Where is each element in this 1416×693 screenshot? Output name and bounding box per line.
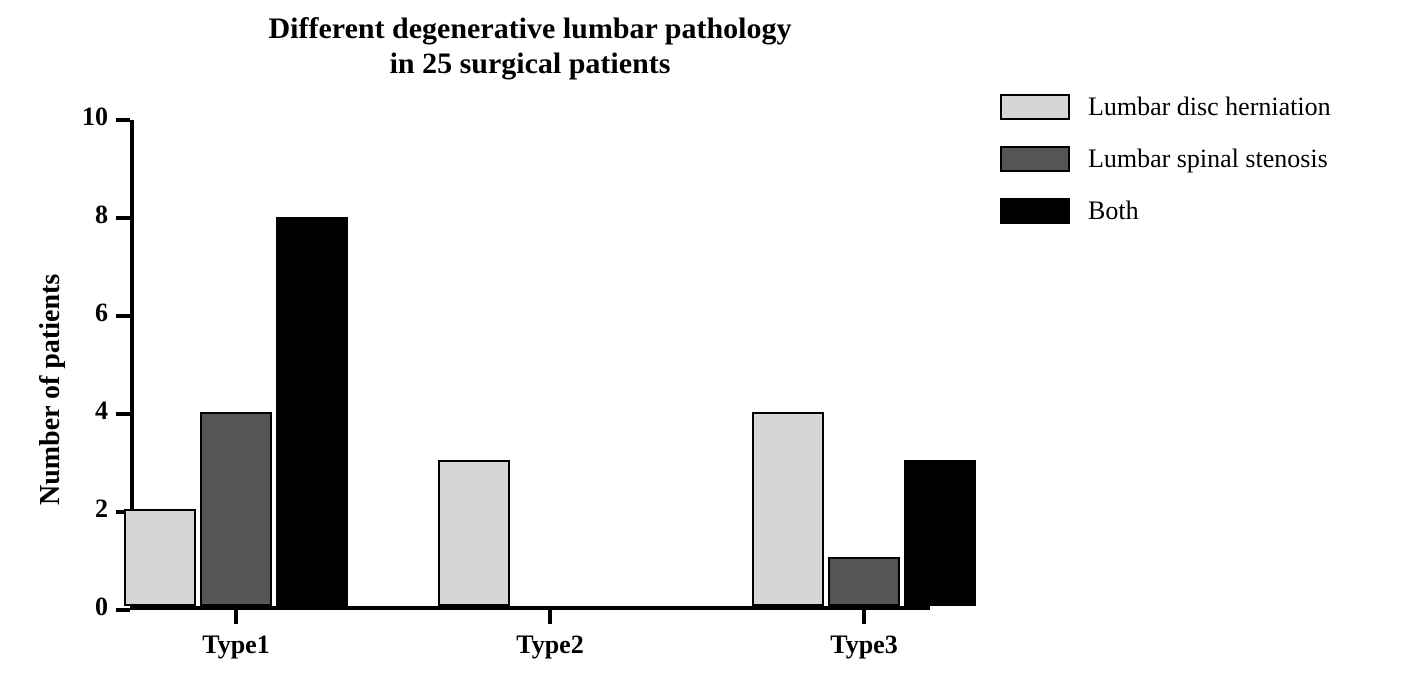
y-tick <box>116 608 130 612</box>
legend-swatch <box>1000 146 1070 172</box>
x-tick <box>548 610 552 624</box>
y-tick <box>116 216 130 220</box>
x-tick-label: Type1 <box>176 630 296 660</box>
chart-container: Different degenerative lumbar pathology … <box>0 0 1416 693</box>
legend-row: Lumbar disc herniation <box>1000 92 1331 122</box>
chart-title-line2: in 25 surgical patients <box>100 47 960 82</box>
y-tick <box>116 412 130 416</box>
legend-row: Lumbar spinal stenosis <box>1000 144 1331 174</box>
x-tick-label: Type2 <box>490 630 610 660</box>
bar <box>124 509 196 606</box>
x-tick <box>234 610 238 624</box>
legend-swatch <box>1000 198 1070 224</box>
chart-title-line1: Different degenerative lumbar pathology <box>100 12 960 47</box>
y-tick <box>116 314 130 318</box>
legend-swatch <box>1000 94 1070 120</box>
legend-label: Lumbar disc herniation <box>1088 92 1331 122</box>
y-tick-label: 6 <box>95 298 108 328</box>
x-tick <box>862 610 866 624</box>
x-axis-line <box>130 606 930 610</box>
y-axis-label: Number of patients <box>35 274 67 505</box>
bar <box>438 460 510 606</box>
y-tick-label: 2 <box>95 494 108 524</box>
y-tick-label: 10 <box>82 102 108 132</box>
chart-title: Different degenerative lumbar pathology … <box>100 12 960 81</box>
legend: Lumbar disc herniation Lumbar spinal sten… <box>1000 92 1331 226</box>
y-tick <box>116 118 130 122</box>
bar <box>752 412 824 606</box>
plot-area: 0246810Type1Type2Type3 <box>130 120 930 610</box>
legend-row: Both <box>1000 196 1331 226</box>
y-tick-label: 8 <box>95 200 108 230</box>
legend-label: Lumbar spinal stenosis <box>1088 144 1328 174</box>
y-tick-label: 4 <box>95 396 108 426</box>
bar <box>904 460 976 606</box>
bar <box>200 412 272 606</box>
bar <box>276 217 348 606</box>
y-tick-label: 0 <box>95 592 108 622</box>
bar <box>828 557 900 606</box>
x-tick-label: Type3 <box>804 630 924 660</box>
legend-label: Both <box>1088 196 1139 226</box>
